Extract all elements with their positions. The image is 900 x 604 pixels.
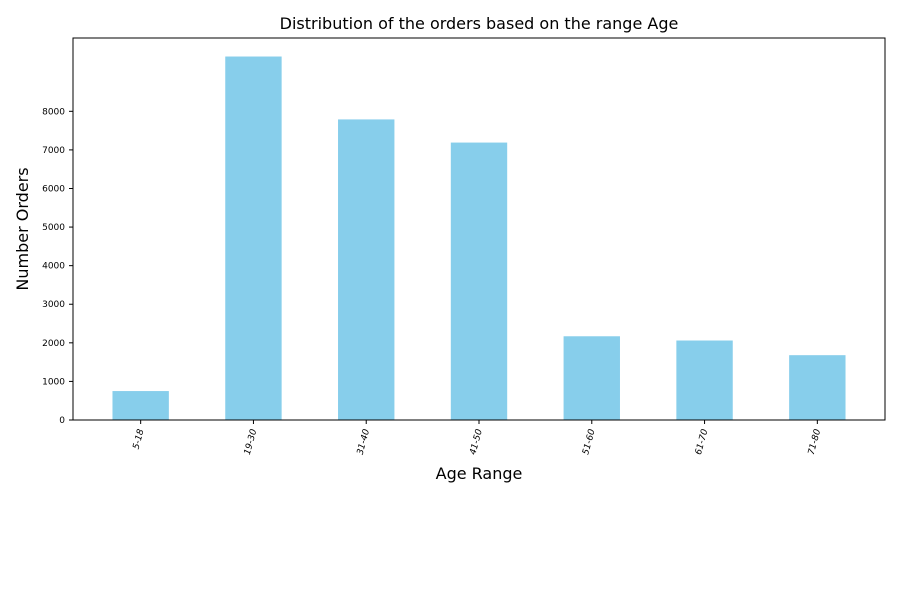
x-tick-label-31-40: 31-40: [356, 428, 372, 456]
bar-31-40: [338, 119, 395, 420]
bar-71-80: [789, 355, 846, 420]
bar-61-70: [676, 340, 733, 420]
y-tick-label-4000: 4000: [42, 262, 65, 272]
y-tick-label-0: 0: [59, 416, 65, 426]
y-tick-label-8000: 8000: [42, 107, 65, 117]
y-tick-label-1000: 1000: [42, 377, 65, 387]
y-tick-label-3000: 3000: [42, 300, 65, 310]
plot-area-frame: [72, 37, 886, 421]
x-tick-label-71-80: 71-80: [807, 428, 823, 456]
bar-5-18: [112, 391, 169, 420]
x-tick-label-41-50: 41-50: [468, 428, 484, 456]
bar-19-30: [225, 56, 282, 421]
x-axis-ticks: 5-18 19-30 31-40 41-50 51-60 61-70 71-80: [132, 420, 823, 456]
y-tick-label-2000: 2000: [42, 339, 65, 349]
y-axis-label: Number Orders: [13, 167, 32, 290]
x-tick-label-51-60: 51-60: [581, 428, 597, 456]
bars-layer: [112, 56, 846, 421]
y-tick-label-6000: 6000: [42, 184, 65, 194]
x-tick-label-5-18: 5-18: [132, 428, 147, 451]
x-axis-label: Age Range: [436, 464, 523, 483]
y-axis-ticks: 0 1000 2000 3000 4000 5000 6000 7000 8000: [42, 107, 73, 426]
y-tick-label-5000: 5000: [42, 223, 65, 233]
bar-41-50: [450, 142, 508, 420]
x-tick-label-19-30: 19-30: [243, 428, 259, 456]
x-tick-label-61-70: 61-70: [694, 428, 710, 456]
bar-51-60: [563, 336, 620, 420]
chart-title: Distribution of the orders based on the …: [280, 14, 679, 33]
y-tick-label-7000: 7000: [42, 146, 65, 156]
